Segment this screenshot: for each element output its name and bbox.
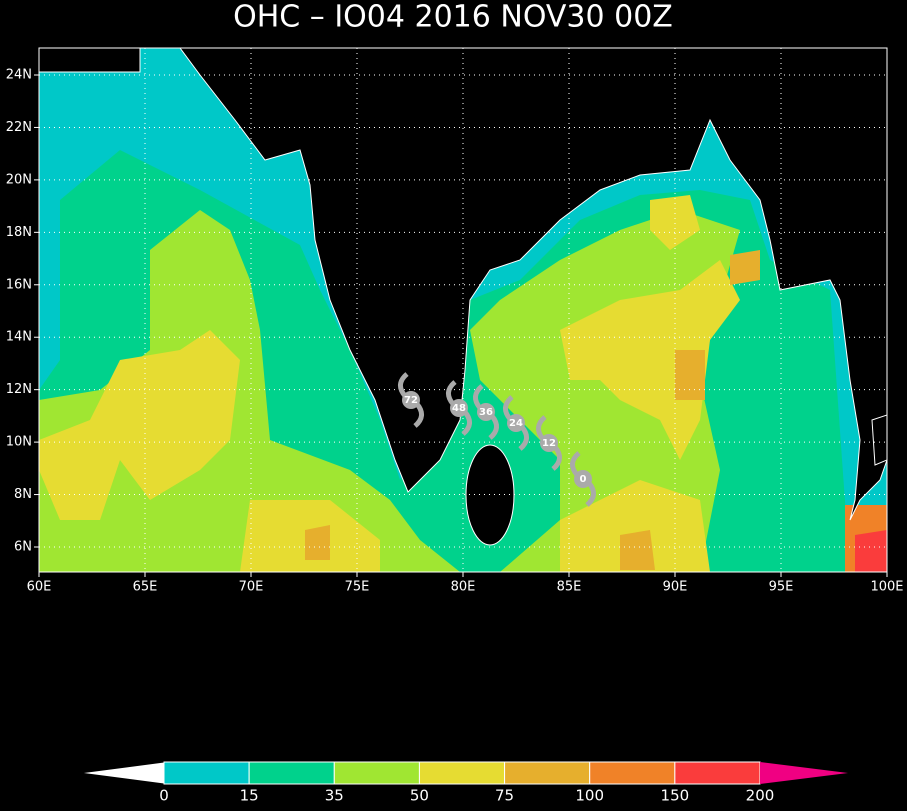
ohc-field xyxy=(39,48,887,572)
y-tick-label: 16N xyxy=(6,277,32,292)
y-tick-label: 10N xyxy=(6,435,32,450)
x-tick-label: 85E xyxy=(557,580,582,595)
y-tick-label: 6N xyxy=(14,540,32,555)
storm-symbol: 72 xyxy=(398,372,424,428)
x-tick-label: 80E xyxy=(451,580,476,595)
y-tick-label: 20N xyxy=(6,172,32,187)
colorbar-segment xyxy=(589,761,676,785)
colorbar-label: 200 xyxy=(746,787,775,805)
storm-symbol: 24 xyxy=(503,395,529,451)
colorbar-segment xyxy=(504,761,591,785)
storm-symbol: 48 xyxy=(446,380,472,436)
storm-symbol: 12 xyxy=(536,415,562,471)
y-tick-label: 14N xyxy=(6,330,32,345)
y-tick-label: 22N xyxy=(6,120,32,135)
x-tick-label: 60E xyxy=(27,580,52,595)
colorbar-label: 100 xyxy=(575,787,604,805)
colorbar: 0 15 35 50 75 100 150 200 xyxy=(79,761,848,805)
colorbar-label: 150 xyxy=(661,787,690,805)
colorbar-label: 75 xyxy=(495,787,514,805)
colorbar-label: 35 xyxy=(325,787,344,805)
x-tick-label: 70E xyxy=(239,580,264,595)
y-tick-label: 12N xyxy=(6,382,32,397)
x-tick-label: 95E xyxy=(769,580,794,595)
colorbar-segment xyxy=(333,761,420,785)
x-tick-label: 65E xyxy=(133,580,158,595)
colorbar-label: 0 xyxy=(159,787,169,805)
axes: 60E 65E 70E 75E 80E 85E 90E 95E 100E 24N 22N 20N 18N… xyxy=(6,68,904,595)
x-tick-label: 90E xyxy=(663,580,688,595)
title: OHC – IO04 2016 NOV30 00Z xyxy=(233,0,673,35)
track-label: 36 xyxy=(479,407,493,418)
y-tick-label: 18N xyxy=(6,225,32,240)
colorbar-segment xyxy=(418,761,506,785)
track-label: 12 xyxy=(542,438,556,449)
track-label: 24 xyxy=(509,418,523,429)
colorbar-label: 15 xyxy=(240,787,259,805)
track-label: 0 xyxy=(580,474,587,485)
colorbar-segment xyxy=(248,761,335,785)
x-tick-label: 100E xyxy=(870,580,903,595)
y-tick-label: 8N xyxy=(14,487,32,502)
track-label: 72 xyxy=(404,395,418,406)
storm-symbol: 36 xyxy=(473,384,499,440)
colorbar-over xyxy=(760,762,848,784)
track-label: 48 xyxy=(452,403,466,414)
x-tick-label: 75E xyxy=(345,580,370,595)
storm-track: 72 48 36 24 12 0 xyxy=(398,372,596,507)
colorbar-segment xyxy=(163,761,250,785)
colorbar-label: 50 xyxy=(410,787,429,805)
colorbar-under xyxy=(79,761,165,785)
y-tick-label: 24N xyxy=(6,68,32,83)
colorbar-segment xyxy=(674,761,761,785)
storm-symbol: 0 xyxy=(570,451,596,507)
